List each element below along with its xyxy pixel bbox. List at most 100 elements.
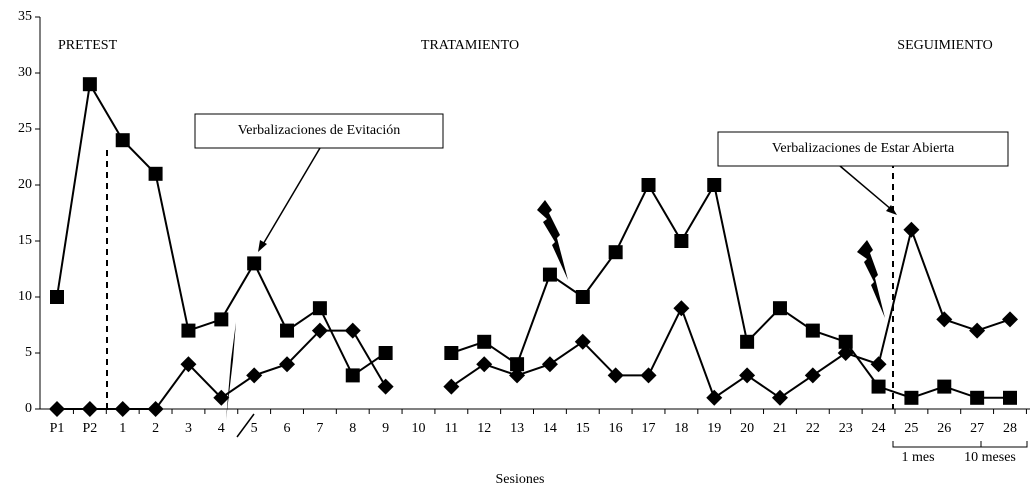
x-tick-label: 25 <box>904 421 918 436</box>
x-tick-label: 13 <box>510 421 524 436</box>
callout-box <box>194 113 444 149</box>
marker <box>970 390 985 405</box>
x-tick-label: 7 <box>316 421 323 436</box>
marker <box>181 323 196 338</box>
callout-arrow <box>839 165 893 211</box>
x-axis-label: Sesiones <box>496 472 545 487</box>
series-line <box>451 182 1010 399</box>
marker <box>377 378 394 395</box>
marker <box>574 333 591 350</box>
x-tick-label: 17 <box>642 421 656 436</box>
x-tick-label: 28 <box>1003 421 1017 436</box>
y-tick-label: 25 <box>18 121 32 136</box>
y-tick-label: 20 <box>18 177 32 192</box>
marker <box>641 178 656 192</box>
phase-label: SEGUIMIENTO <box>897 38 992 53</box>
marker <box>608 245 623 260</box>
bracket <box>892 441 1028 448</box>
marker <box>50 290 64 304</box>
marker <box>904 390 919 405</box>
follow-up-label: 10 meses <box>964 450 1016 465</box>
marker <box>444 346 459 360</box>
marker <box>443 378 460 395</box>
lightning <box>857 240 885 318</box>
callout-text: Verbalizaciones de Estar Abierta <box>772 141 955 156</box>
marker <box>214 312 229 327</box>
marker <box>148 166 163 181</box>
marker <box>279 356 296 373</box>
marker <box>477 334 492 349</box>
marker <box>674 234 689 248</box>
marker <box>246 367 263 384</box>
marker <box>575 290 590 304</box>
x-tick-label: 6 <box>284 421 291 436</box>
marker <box>81 401 98 417</box>
marker <box>870 356 887 373</box>
marker <box>345 368 360 383</box>
y-tick-label: 10 <box>18 289 32 304</box>
x-tick-label: 19 <box>707 421 721 436</box>
x-tick-label: 23 <box>839 421 853 436</box>
marker <box>509 367 526 384</box>
x-tick-label: 11 <box>445 421 458 436</box>
x-tick-label: 24 <box>872 421 886 436</box>
y-tick-label: 0 <box>25 401 32 416</box>
marker <box>344 322 361 339</box>
x-tick-label: 20 <box>740 421 754 436</box>
follow-up-label: 1 mes <box>901 450 934 465</box>
x-tick-label: P1 <box>50 421 65 436</box>
x-tick-label: 3 <box>185 421 192 436</box>
x-tick-label: 15 <box>576 421 590 436</box>
marker <box>772 301 787 316</box>
marker <box>804 367 821 384</box>
marker <box>510 357 525 372</box>
x-tick-label: 12 <box>477 421 491 436</box>
marker <box>378 346 393 360</box>
x-tick-label: P2 <box>82 421 97 436</box>
marker <box>640 367 657 384</box>
marker <box>147 401 164 417</box>
x-tick-label: 21 <box>773 421 787 436</box>
marker <box>903 221 920 238</box>
callout-text: Verbalizaciones de Evitación <box>238 123 400 138</box>
marker <box>739 367 756 384</box>
marker <box>542 267 557 282</box>
y-tick-label: 15 <box>18 233 32 248</box>
arrowhead <box>258 240 267 252</box>
x-tick-label: 16 <box>609 421 623 436</box>
x-tick-label: 9 <box>382 421 389 436</box>
marker <box>805 323 820 338</box>
phase-label: TRATAMIENTO <box>421 38 519 53</box>
marker <box>280 323 295 338</box>
marker <box>707 178 722 192</box>
marker <box>311 322 328 339</box>
callout-arrow <box>261 147 321 247</box>
x-tick-label: 5 <box>251 421 258 436</box>
callout-box <box>717 131 1009 167</box>
lightning <box>537 200 568 280</box>
marker <box>838 334 853 349</box>
arrowhead <box>886 205 897 215</box>
marker <box>114 401 131 417</box>
marker <box>706 389 723 406</box>
marker <box>213 389 230 406</box>
marker <box>607 367 624 384</box>
x-tick-label: 22 <box>806 421 820 436</box>
marker <box>673 300 690 317</box>
x-tick-label: 10 <box>411 421 425 436</box>
marker <box>937 379 952 394</box>
marker <box>476 356 493 373</box>
break-mark <box>226 322 236 420</box>
x-tick-label: 8 <box>349 421 356 436</box>
marker <box>82 77 97 92</box>
marker <box>1002 311 1018 328</box>
phase-label: PRETEST <box>58 38 118 53</box>
marker <box>247 256 262 271</box>
marker <box>541 356 558 373</box>
marker <box>837 345 854 361</box>
x-tick-label: 26 <box>937 421 951 436</box>
marker <box>1003 390 1017 405</box>
y-tick-label: 5 <box>25 345 32 360</box>
x-tick-label: 14 <box>543 421 557 436</box>
